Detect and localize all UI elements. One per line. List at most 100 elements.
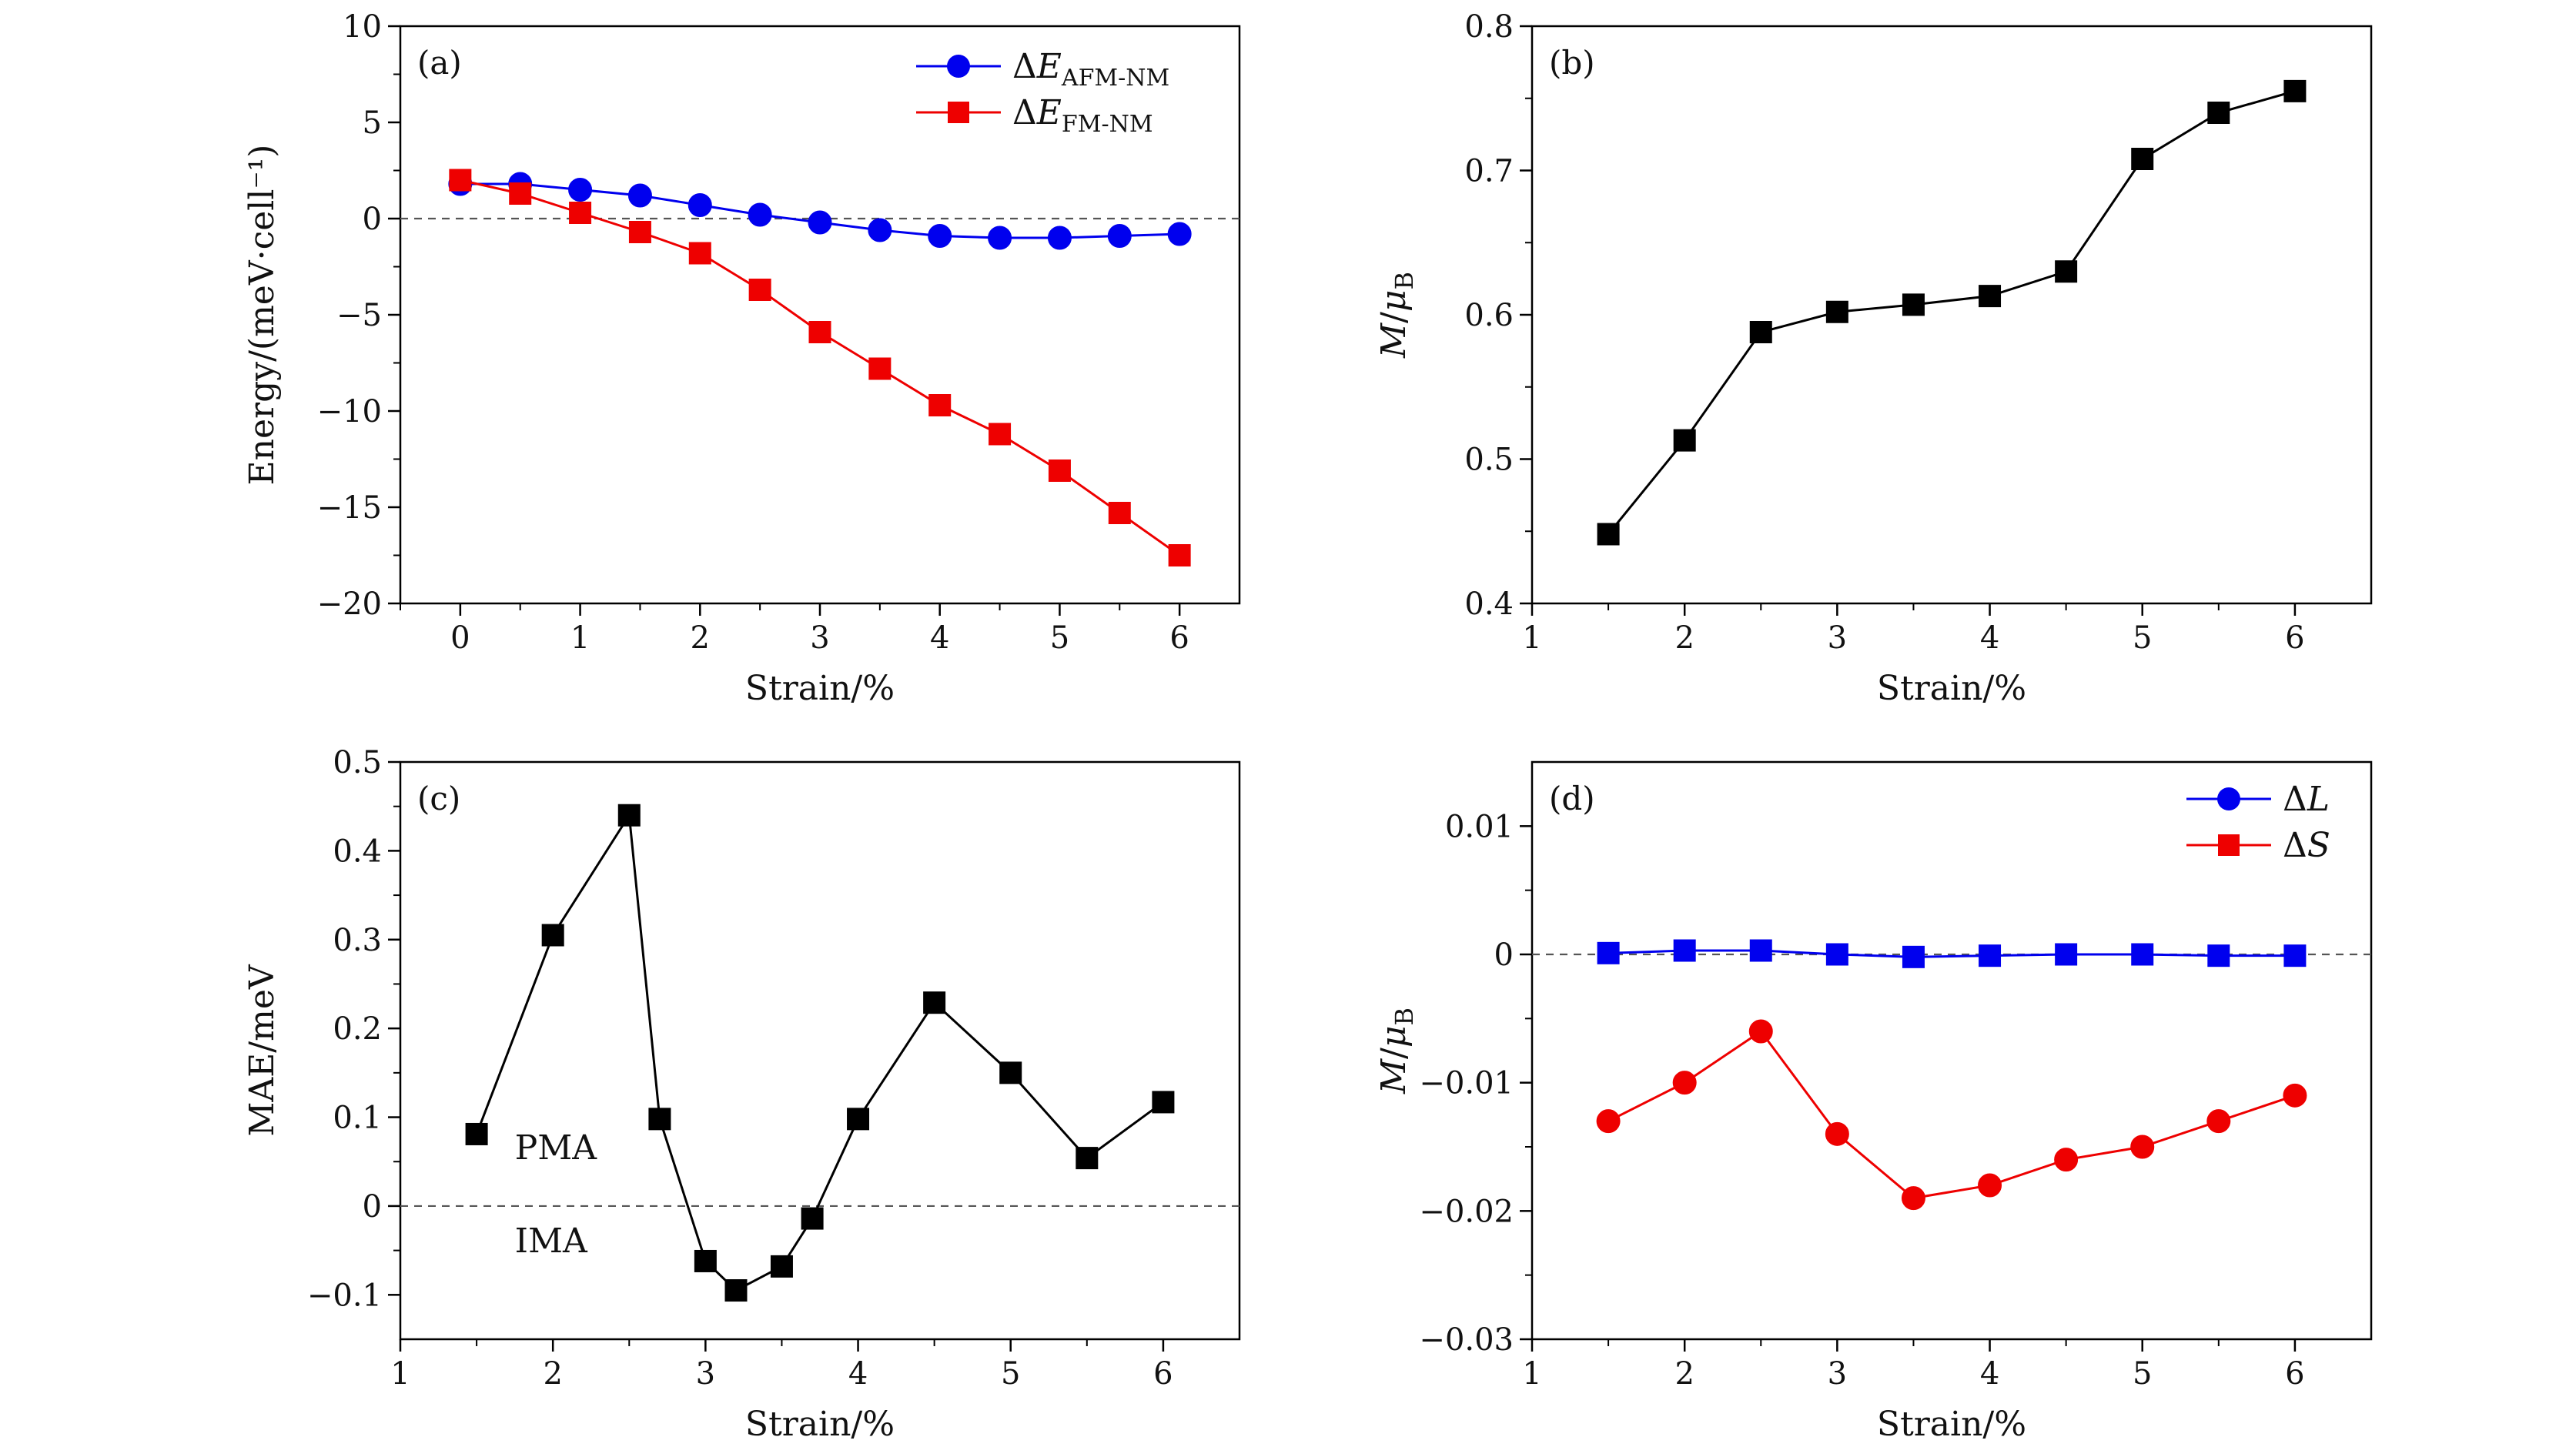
x-axis-title: Strain/%	[745, 669, 895, 708]
y-axis-title: MAE/meV	[243, 964, 282, 1137]
data-point	[847, 1108, 870, 1131]
x-tick-label: 0	[450, 620, 470, 656]
legend-marker	[2218, 834, 2240, 856]
data-point	[627, 183, 652, 208]
data-point	[2054, 1148, 2079, 1172]
data-point	[801, 1207, 824, 1230]
y-tick-label: 0.6	[1464, 298, 1514, 333]
series-line	[1608, 949, 2295, 958]
chart-panel-3: 1 2 3 4 5 6 −0.1 0 0.1 0.2 0.3 0.4 0.5 Strain/% MAE/me…	[243, 745, 1241, 1444]
legend-entry: ΔL	[2283, 780, 2330, 819]
y-tick-label: 0	[1494, 937, 1514, 973]
legend: ΔL ΔS	[2186, 780, 2330, 865]
data-point	[988, 226, 1012, 250]
panel-label: (a)	[417, 44, 462, 82]
data-point	[2206, 1109, 2231, 1134]
data-point	[1979, 285, 2002, 308]
y-tick-label: −15	[317, 490, 382, 526]
x-tick-label: 5	[1050, 620, 1069, 656]
x-tick-label: 3	[696, 1356, 715, 1392]
y-tick-label: −0.1	[307, 1278, 382, 1313]
data-point	[1596, 1109, 1621, 1134]
panel-label: (c)	[417, 780, 460, 817]
data-point	[1825, 300, 1848, 323]
data-point	[2283, 944, 2307, 967]
data-point	[694, 1249, 717, 1272]
data-point	[724, 1279, 748, 1302]
data-point	[1978, 1173, 2002, 1198]
data-point	[1107, 224, 1132, 248]
data-point	[1047, 226, 1072, 250]
legend-entry: ΔEFM-NM	[1012, 93, 1153, 138]
data-point	[2207, 102, 2230, 124]
annotation-pma: PMA	[515, 1128, 598, 1168]
data-point	[1597, 523, 1620, 546]
y-tick-label: 0.2	[333, 1011, 382, 1047]
y-axis-title: Energy/(meV·cell⁻¹)	[243, 145, 282, 486]
data-point	[999, 1061, 1022, 1084]
data-point	[1902, 945, 1925, 968]
plot-frame	[1531, 25, 2373, 605]
y-tick-label: 0.1	[333, 1101, 382, 1136]
x-tick-label: 4	[1980, 1356, 1999, 1392]
data-point	[2055, 260, 2078, 283]
data-point	[989, 423, 1012, 446]
data-point	[1902, 293, 1925, 316]
x-tick-label: 1	[390, 1356, 410, 1392]
x-axis-title: Strain/%	[1877, 669, 2026, 708]
data-point	[1901, 1186, 1925, 1211]
data-point	[868, 357, 892, 380]
x-axis-title: Strain/%	[1877, 1405, 2026, 1444]
x-tick-label: 4	[1980, 620, 1999, 656]
x-tick-label: 5	[2133, 1356, 2152, 1392]
y-tick-label: 10	[343, 9, 382, 45]
data-point	[1979, 944, 2002, 967]
data-point	[2131, 148, 2154, 170]
y-tick-label: −0.01	[1419, 1066, 1514, 1101]
y-tick-label: 0.3	[333, 923, 382, 958]
x-tick-label: 3	[1828, 620, 1847, 656]
data-point	[465, 1122, 488, 1145]
data-point	[770, 1255, 793, 1278]
data-point	[2055, 943, 2078, 966]
x-tick-label: 6	[1153, 1356, 1173, 1392]
series-line	[1607, 1029, 2296, 1200]
y-tick-label: 0.01	[1445, 809, 1514, 844]
legend-entry: ΔEAFM-NM	[1012, 47, 1169, 92]
legend-entry: ΔS	[2283, 826, 2330, 865]
plot-frame	[1531, 760, 2373, 1341]
data-point	[923, 991, 946, 1014]
y-tick-label: 0	[363, 202, 382, 237]
y-tick-label: 0.4	[333, 834, 382, 869]
x-tick-label: 3	[1828, 1356, 1847, 1392]
data-point	[1167, 222, 1192, 246]
y-tick-label: 0.4	[1464, 586, 1514, 622]
data-point	[1748, 1019, 1773, 1044]
data-point	[748, 279, 771, 301]
legend-marker	[2217, 787, 2240, 810]
y-tick-label: −10	[317, 394, 382, 429]
data-point	[2131, 943, 2154, 966]
data-point	[928, 394, 952, 416]
x-tick-label: 6	[2285, 1356, 2304, 1392]
x-tick-label: 5	[1001, 1356, 1020, 1392]
data-point	[928, 224, 952, 248]
data-point	[1673, 429, 1696, 452]
x-tick-label: 6	[1169, 620, 1189, 656]
data-point	[2283, 1083, 2307, 1108]
data-point	[868, 218, 892, 242]
x-tick-label: 5	[2133, 620, 2152, 656]
x-tick-label: 2	[1674, 1356, 1694, 1392]
x-tick-label: 1	[1522, 1356, 1541, 1392]
data-point	[1749, 321, 1772, 343]
legend-marker	[948, 102, 969, 123]
data-point	[449, 169, 472, 192]
data-point	[617, 804, 641, 827]
y-tick-label: 0.5	[1464, 443, 1514, 478]
x-tick-label: 1	[570, 620, 590, 656]
data-point	[1076, 1147, 1099, 1170]
x-tick-label: 6	[2285, 620, 2304, 656]
plot-frame	[399, 760, 1241, 1341]
data-point	[1168, 544, 1191, 566]
